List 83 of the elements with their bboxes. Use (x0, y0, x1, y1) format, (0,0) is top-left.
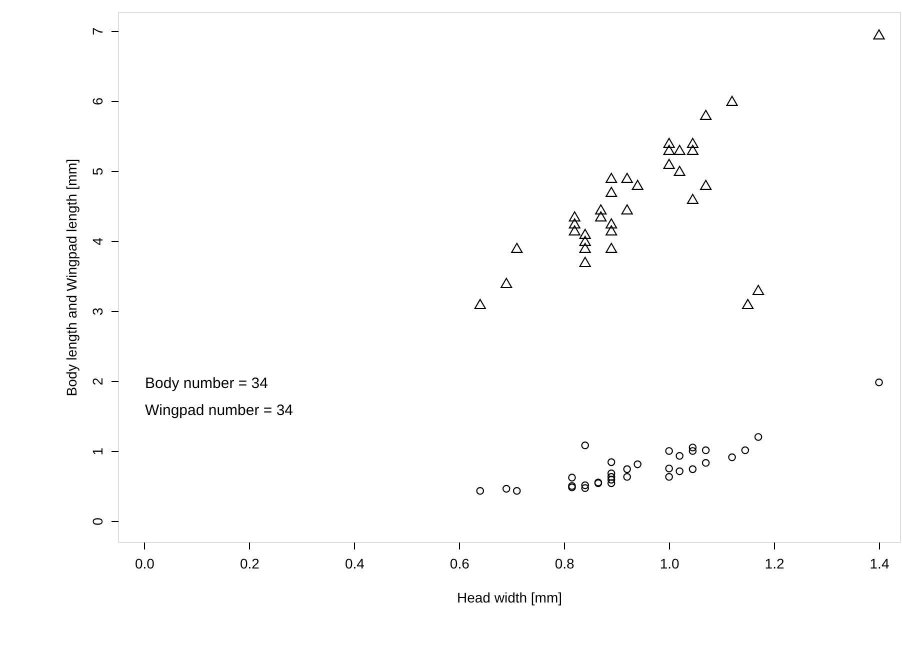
point (568, 218, 580, 229)
point (581, 484, 590, 492)
point (581, 441, 590, 450)
annotation: Body number = 34 (145, 375, 268, 392)
point (623, 465, 631, 474)
point (676, 467, 684, 476)
point (621, 204, 633, 215)
x-tick-label: 0.4 (344, 556, 365, 572)
point (474, 298, 486, 310)
point (726, 96, 738, 106)
point (606, 218, 618, 229)
point (579, 256, 591, 268)
point (702, 458, 710, 467)
point (579, 236, 591, 246)
point (700, 110, 712, 120)
point (686, 194, 698, 204)
point (686, 138, 698, 148)
point (634, 460, 642, 468)
x-tick-label: 1.0 (660, 556, 680, 572)
y-tick-label: 1 (90, 447, 106, 456)
y-tick-label: 7 (90, 27, 106, 36)
point (568, 474, 576, 482)
point (595, 211, 607, 222)
point (595, 204, 607, 215)
point (512, 486, 521, 495)
point (632, 180, 644, 190)
point (606, 172, 618, 184)
point (702, 446, 710, 454)
y-tick-label: 3 (90, 307, 106, 316)
point (607, 476, 616, 484)
point (700, 180, 712, 190)
point (688, 444, 697, 452)
point (476, 486, 484, 495)
point (663, 144, 675, 156)
y-tick-label: 2 (90, 377, 106, 386)
point (741, 446, 750, 454)
point (579, 228, 591, 240)
point (607, 469, 616, 478)
point (568, 211, 580, 222)
x-tick-label: 0.6 (450, 556, 470, 572)
point (873, 29, 885, 40)
y-tick-label: 6 (90, 97, 106, 106)
point (623, 472, 631, 481)
point (568, 225, 580, 236)
point (607, 472, 616, 481)
point (581, 481, 590, 490)
point (511, 242, 523, 254)
point (674, 166, 686, 176)
annotation: Wingpad number = 34 (145, 402, 294, 419)
point (502, 484, 510, 493)
y-tick-label: 0 (90, 517, 106, 526)
point (665, 447, 673, 455)
point (606, 225, 618, 236)
point (607, 458, 616, 466)
point (754, 433, 762, 441)
x-tick-label: 0.2 (240, 556, 260, 572)
point (606, 186, 618, 198)
y-tick-label: 4 (90, 237, 106, 246)
point (607, 479, 616, 488)
point (674, 144, 686, 156)
point (663, 158, 675, 170)
x-tick-label: 1.2 (764, 556, 784, 572)
point (688, 465, 697, 474)
point (665, 472, 673, 481)
point (742, 298, 754, 310)
point (676, 452, 684, 460)
point (688, 447, 697, 455)
x-tick-label: 1.4 (870, 556, 890, 572)
point (621, 172, 633, 184)
y-axis-title: Body length and Wingpad length [mm] (64, 158, 80, 396)
point (686, 144, 698, 156)
x-axis-title: Head width [mm] (456, 590, 562, 606)
x-tick-label: 0.0 (135, 556, 155, 572)
point (875, 378, 883, 386)
point (728, 453, 736, 462)
point (663, 138, 675, 148)
x-tick-label: 0.8 (554, 556, 575, 572)
point (606, 242, 618, 254)
point (500, 278, 512, 288)
point (579, 242, 591, 254)
y-tick-label: 5 (90, 167, 106, 176)
point (752, 284, 764, 296)
point (665, 464, 673, 472)
